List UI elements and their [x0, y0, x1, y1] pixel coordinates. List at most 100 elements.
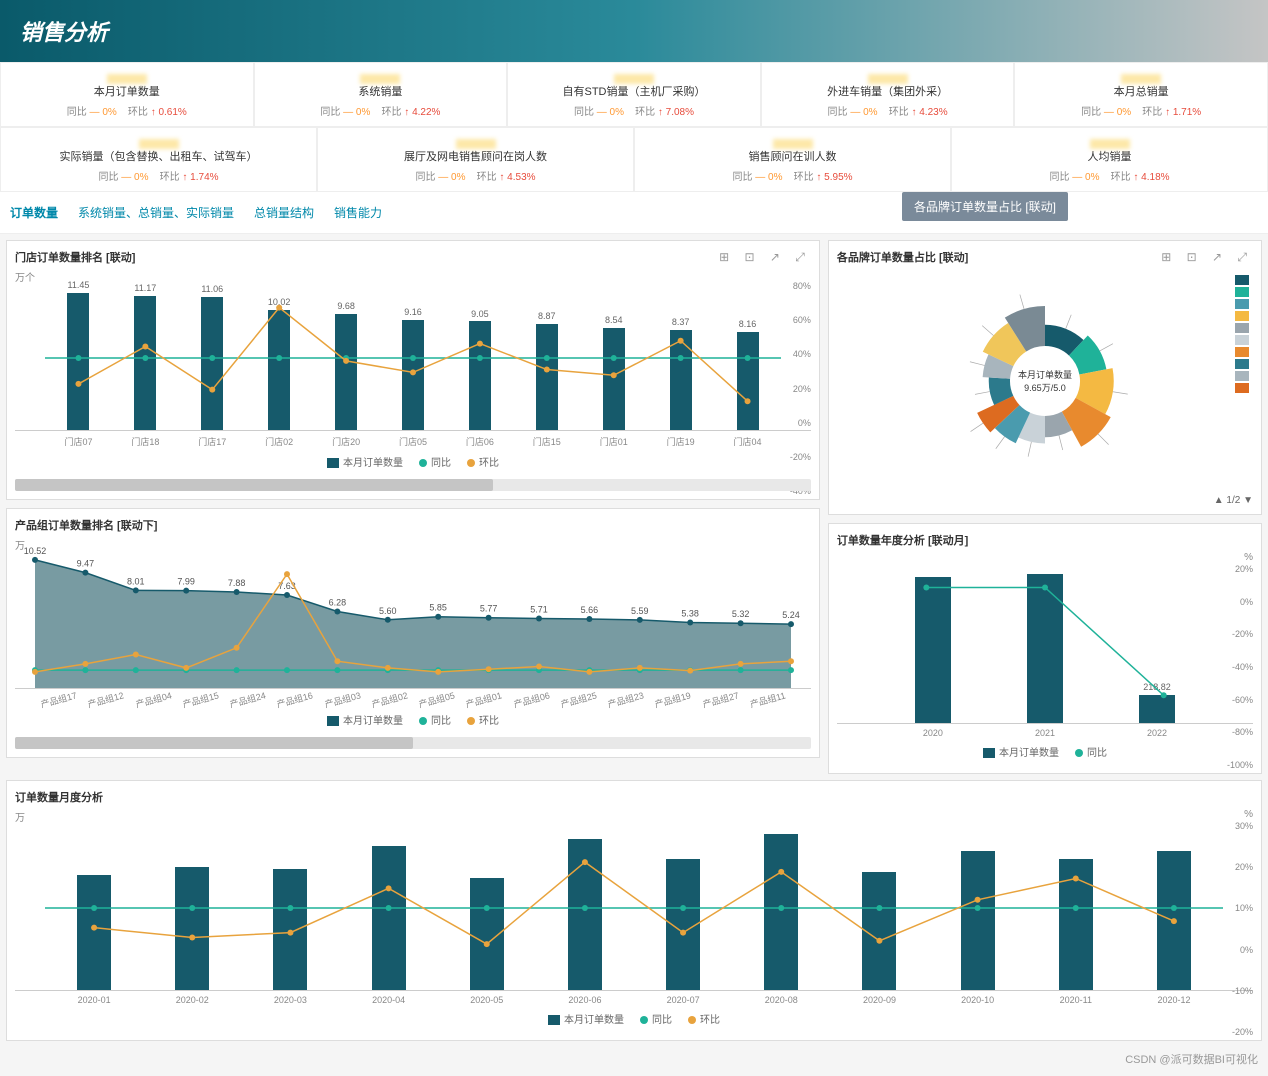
donut-color-legend [1235, 275, 1249, 393]
bar[interactable] [470, 878, 504, 990]
bar-group: 9.68 [313, 286, 380, 430]
panel-toolbar-icons[interactable]: ⊞ ⊡ ↗ ⤢ [1161, 250, 1253, 265]
yearly-analysis-panel: 订单数量年度分析 [联动月] % 218.82 20%0%-20%-40%-60… [828, 523, 1262, 774]
tab-item[interactable]: 销售能力 [334, 200, 382, 225]
bar[interactable] [915, 577, 951, 723]
x-axis-label: 2020-09 [830, 995, 928, 1005]
legend-swatch[interactable] [1235, 299, 1249, 309]
bar[interactable] [273, 869, 307, 990]
legend-item: 环比 [688, 1011, 720, 1026]
watermark: CSDN @派可数据BI可视化 [0, 1047, 1268, 1071]
kpi-title: 人均销量 [958, 148, 1261, 164]
bar[interactable] [1027, 574, 1063, 723]
kpi-title: 系统销量 [261, 83, 501, 99]
legend-swatch[interactable] [1235, 275, 1249, 285]
kpi-title: 实际销量（包含替换、出租车、试驾车） [7, 148, 310, 164]
legend-swatch[interactable] [1235, 335, 1249, 345]
svg-text:8.01: 8.01 [127, 576, 145, 586]
bar-group: 11.06 [179, 286, 246, 430]
bar[interactable] [737, 332, 759, 430]
panel-title: 各品牌订单数量占比 [联动] [837, 249, 968, 265]
x-axis-label: 门店20 [313, 435, 380, 448]
bar-value-label: 10.02 [268, 297, 291, 307]
x-axis-label: 2020-01 [45, 995, 143, 1005]
kpi-card: 外进车销量（集团外采） 同比 — 0% 环比 ↑ 4.23% [761, 62, 1015, 127]
tab-item[interactable]: 系统销量、总销量、实际销量 [78, 200, 234, 225]
product-group-ranking-panel: 产品组订单数量排名 [联动下] 万 10.52 9.47 8.01 7.99 7… [6, 508, 820, 758]
legend-swatch[interactable] [1235, 371, 1249, 381]
bar[interactable] [536, 324, 558, 430]
bar[interactable] [862, 872, 896, 990]
kpi-title: 展厅及网电销售顾问在岗人数 [324, 148, 627, 164]
tab-tooltip: 各品牌订单数量占比 [联动] [902, 192, 1068, 221]
bar-group [241, 826, 339, 990]
bar[interactable] [670, 330, 692, 430]
legend-item: 本月订单数量 [327, 454, 403, 469]
y2-tick: -10% [1232, 986, 1253, 996]
bar[interactable] [268, 310, 290, 430]
bar-value-label: 8.37 [672, 317, 690, 327]
x-axis-label: 2020-03 [241, 995, 339, 1005]
y2-tick: 30% [1235, 821, 1253, 831]
y2-tick: 0% [798, 418, 811, 428]
x-axis-label: 门店02 [246, 435, 313, 448]
bar[interactable] [372, 846, 406, 990]
legend-swatch[interactable] [1235, 287, 1249, 297]
bar[interactable] [666, 859, 700, 990]
donut-pager[interactable]: ▲ 1/2 ▼ [837, 491, 1253, 506]
kpi-title: 销售顾问在训人数 [641, 148, 944, 164]
bar-value-label: 11.06 [201, 284, 223, 294]
chart-scrollbar[interactable] [15, 737, 811, 749]
bar[interactable] [764, 834, 798, 990]
bar[interactable] [1157, 851, 1191, 990]
bar[interactable] [469, 321, 491, 430]
legend-item: 同比 [419, 712, 451, 727]
legend-item: 本月订单数量 [548, 1011, 624, 1026]
x-axis-label: 门店05 [380, 435, 447, 448]
bar[interactable] [961, 851, 995, 990]
bar[interactable] [568, 839, 602, 990]
legend-item: 同比 [640, 1011, 672, 1026]
panel-toolbar-icons[interactable]: ⊞ ⊡ ↗ ⤢ [719, 250, 811, 265]
kpi-card: 展厅及网电销售顾问在岗人数 同比 — 0% 环比 ↑ 4.53% [317, 127, 634, 192]
bar-value-label: 8.54 [605, 315, 623, 325]
svg-text:5.59: 5.59 [631, 606, 649, 616]
kpi-title: 本月总销量 [1021, 83, 1261, 99]
bar[interactable] [134, 296, 156, 430]
x-axis-label: 2020-02 [143, 995, 241, 1005]
bar[interactable] [175, 867, 209, 990]
bar[interactable] [402, 320, 424, 430]
y2-tick: 20% [1235, 564, 1253, 574]
legend-swatch[interactable] [1235, 311, 1249, 321]
tab-bar: 订单数量系统销量、总销量、实际销量总销量结构销售能力 各品牌订单数量占比 [联动… [0, 192, 1268, 234]
x-axis-label: 2020 [877, 728, 989, 738]
legend-swatch[interactable] [1235, 347, 1249, 357]
y2-tick: -80% [1232, 727, 1253, 737]
page-header: 销售分析 [0, 0, 1268, 62]
bar[interactable] [603, 328, 625, 430]
legend-swatch[interactable] [1235, 359, 1249, 369]
tab-item[interactable]: 订单数量 [10, 200, 58, 225]
svg-text:6.28: 6.28 [329, 597, 347, 607]
page-title: 销售分析 [20, 20, 108, 45]
store-orders-ranking-panel: 门店订单数量排名 [联动] ⊞ ⊡ ↗ ⤢ 万个 11.45 11.17 11.… [6, 240, 820, 500]
bar[interactable] [1059, 859, 1093, 990]
chart-scrollbar[interactable] [15, 479, 811, 491]
bar[interactable] [67, 293, 89, 430]
y2-tick: 20% [1235, 862, 1253, 872]
y2-tick: -40% [1232, 662, 1253, 672]
legend-swatch[interactable] [1235, 383, 1249, 393]
x-axis-label: 2020-11 [1027, 995, 1125, 1005]
legend-swatch[interactable] [1235, 323, 1249, 333]
bar[interactable] [335, 314, 357, 430]
bar-group [634, 826, 732, 990]
kpi-grid: 本月订单数量 同比 — 0% 环比 ↑ 0.61% 系统销量 同比 — 0% 环… [0, 62, 1268, 192]
bar-value-label: 218.82 [1143, 682, 1171, 692]
bar-value-label: 11.45 [68, 280, 90, 290]
bar[interactable] [201, 297, 223, 430]
tab-item[interactable]: 总销量结构 [254, 200, 314, 225]
x-axis-label: 2020-08 [732, 995, 830, 1005]
bar[interactable] [77, 875, 111, 990]
kpi-card: 本月总销量 同比 — 0% 环比 ↑ 1.71% [1014, 62, 1268, 127]
bar[interactable] [1139, 695, 1175, 723]
